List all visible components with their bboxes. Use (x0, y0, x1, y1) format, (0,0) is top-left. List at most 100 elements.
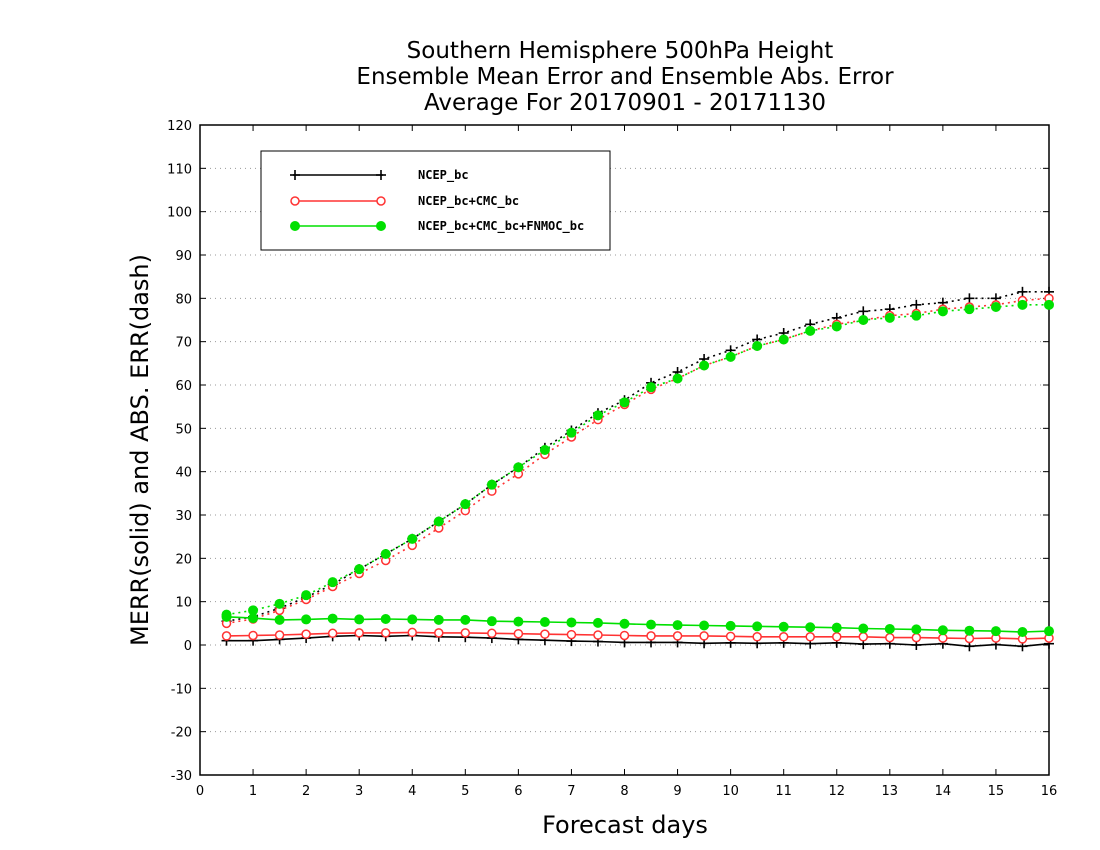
filled-circle-marker (433, 516, 444, 527)
open-circle-marker (513, 628, 524, 639)
title-line-3: Average For 20170901 - 20171130 (424, 90, 826, 116)
series-ncep-bc (221, 286, 1054, 652)
filled-circle-marker (248, 605, 259, 616)
legend: NCEP_bc NCEP_bc+CMC_bc NCEP_bc+CMC_bc+FNMO… (260, 150, 611, 251)
filled-circle-marker (221, 611, 232, 622)
x-tick-label: 13 (882, 784, 899, 799)
filled-circle-marker (566, 617, 577, 628)
y-tick-label: 30 (175, 509, 192, 524)
series-ncep-bc-cmc-bc-fnmoc-bc (221, 299, 1054, 637)
filled-circle-marker (884, 623, 895, 634)
y-tick-label: 100 (167, 206, 192, 221)
filled-circle-marker (1044, 626, 1054, 637)
filled-circle-marker (884, 312, 895, 323)
legend-label: NCEP_bc+CMC_bc (418, 194, 519, 209)
open-circle-marker (858, 632, 869, 642)
filled-circle-marker (778, 334, 789, 345)
abs-err-line (226, 303, 1049, 616)
open-circle-marker (327, 628, 338, 639)
y-tick-label: 110 (167, 162, 192, 177)
x-axis-title: Forecast days (542, 811, 708, 839)
x-tick-label: 8 (620, 784, 628, 799)
filled-circle-marker (1017, 299, 1028, 310)
filled-circle-marker (858, 315, 869, 325)
filled-circle-marker (831, 321, 842, 332)
filled-circle-marker (1017, 627, 1028, 637)
filled-circle-marker (752, 621, 763, 632)
filled-circle-marker (380, 614, 391, 624)
filled-circle-marker (592, 410, 603, 421)
x-tick-label: 15 (988, 784, 1005, 799)
filled-circle-marker (672, 373, 683, 384)
filled-circle-marker (911, 310, 922, 321)
open-circle-marker (407, 627, 417, 638)
open-circle-marker (434, 628, 444, 638)
open-circle-marker (725, 631, 736, 642)
filled-circle-marker (858, 623, 869, 634)
filled-circle-marker (486, 479, 497, 490)
x-tick-label: 9 (673, 784, 681, 799)
open-circle-marker (778, 632, 789, 642)
filled-circle-marker (672, 620, 683, 631)
x-tick-label: 11 (775, 784, 792, 799)
filled-circle-marker (937, 306, 948, 317)
open-circle-marker (593, 630, 603, 640)
filled-circle-marker (539, 445, 550, 455)
filled-circle-marker (407, 533, 418, 544)
x-tick-label: 4 (408, 784, 416, 799)
filled-circle-marker (513, 462, 524, 473)
x-tick-label: 12 (828, 784, 845, 799)
filled-circle-marker (274, 598, 285, 609)
filled-circle-marker (646, 382, 657, 393)
y-tick-label: 70 (175, 336, 192, 351)
open-circle-marker (248, 630, 258, 641)
filled-circle-marker (460, 499, 471, 510)
filled-circle-marker (592, 617, 603, 628)
filled-circle-marker (486, 616, 497, 627)
y-tick-label: -10 (171, 682, 192, 697)
x-tick-label: 5 (461, 784, 469, 799)
x-tick-label: 1 (249, 784, 257, 799)
filled-circle-marker (1044, 299, 1054, 310)
title-line-1: Southern Hemisphere 500hPa Height (407, 38, 834, 64)
open-circle-marker (672, 631, 683, 641)
filled-circle-marker (964, 304, 975, 315)
filled-circle-marker (301, 614, 312, 625)
y-tick-label: 20 (175, 552, 192, 567)
filled-circle-marker (327, 613, 338, 624)
y-tick-label: -20 (171, 726, 192, 741)
chart-title: Southern Hemisphere 500hPa Height Ensemb… (356, 38, 894, 116)
filled-circle-marker (290, 221, 300, 231)
x-tick-label: 10 (722, 784, 739, 799)
filled-circle-marker (990, 626, 1001, 637)
open-circle-marker (619, 630, 630, 641)
open-circle-marker (646, 631, 656, 641)
x-tick-label: 6 (514, 784, 522, 799)
title-line-2: Ensemble Mean Error and Ensemble Abs. Er… (356, 64, 894, 90)
x-tick-label: 2 (302, 784, 310, 799)
filled-circle-marker (376, 221, 386, 231)
y-tick-label: 80 (175, 292, 192, 307)
filled-circle-marker (619, 618, 630, 629)
open-circle-marker (540, 629, 550, 639)
open-circle-marker (301, 629, 311, 639)
filled-circle-marker (778, 621, 789, 632)
filled-circle-marker (911, 624, 922, 635)
open-circle-marker (376, 196, 386, 206)
filled-circle-marker (619, 397, 630, 408)
filled-circle-marker (513, 616, 524, 627)
open-circle-marker (832, 632, 842, 642)
open-circle-marker (290, 196, 300, 206)
legend-label: NCEP_bc (418, 168, 469, 183)
y-axis-title: MERR(solid) and ABS. ERR(dash) (126, 254, 154, 646)
filled-circle-marker (725, 351, 736, 362)
filled-circle-marker (460, 614, 471, 625)
series-group (221, 286, 1054, 652)
filled-circle-marker (752, 341, 763, 351)
open-circle-marker (805, 632, 815, 642)
filled-circle-marker (646, 619, 657, 630)
filled-circle-marker (566, 427, 577, 438)
open-circle-marker (752, 632, 762, 642)
